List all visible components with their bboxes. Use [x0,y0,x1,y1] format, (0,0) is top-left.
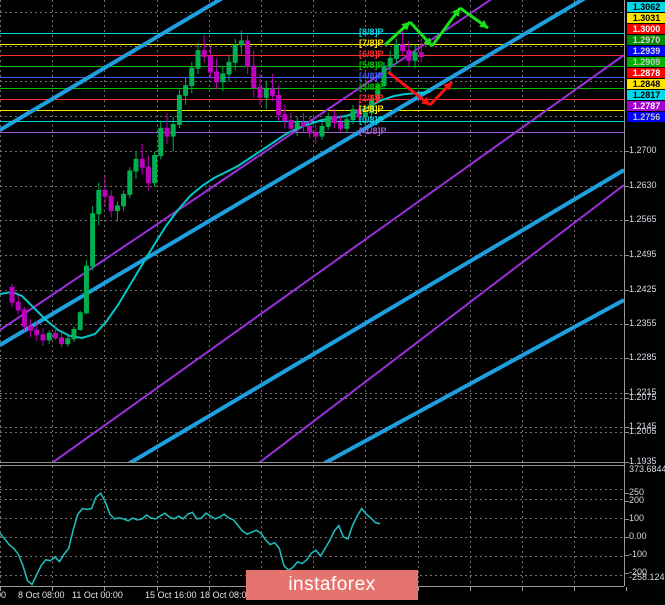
price-tag-1.3000[interactable]: 1.3000 [627,24,665,34]
price-tag-1.2970[interactable]: 1.2970 [627,35,665,45]
price-axis-tick: 1.2005 [629,426,657,436]
price-axis-tick-mark [625,398,629,399]
price-tag-1.2848[interactable]: 1.2848 [627,79,665,89]
murray-label-48P: [4/8]P [359,71,384,81]
price-axis-tick: 1.2285 [629,352,657,362]
pane-divider-top [0,462,624,463]
time-axis-tick-mark [522,587,523,591]
time-axis-tick-mark [209,587,210,591]
cci-axis-tick: 100 [629,513,645,523]
price-axis-tick-mark [625,462,629,463]
price-axis-tick-mark [625,432,629,433]
cci-axis-tick: 0.00 [629,531,647,541]
murray-label-28P: [2/8]P [359,93,384,103]
cci-axis-tick: -258.124 [629,572,665,582]
time-axis-label: 18 Oct 08:00 [200,590,252,600]
price-tag-1.3062[interactable]: 1.3062 [627,2,665,12]
murray-label-58P: [5/8]P [359,60,384,70]
price-axis-tick: 1.2215 [629,387,657,397]
price-axis-tick: 1.2630 [629,180,657,190]
price-axis[interactable]: 1.3062 1.3031 1.3000 1.2970 1.2939 1.2909 1.28… [624,0,665,586]
price-tag-1.3031[interactable]: 1.3031 [627,13,665,23]
time-axis-label: 11 Oct 00:00 [72,590,123,600]
cci-axis-tick: -100 [629,549,648,559]
price-axis-tick: 1.2495 [629,249,657,259]
murray-label-38P: [3/8]P [359,82,384,92]
murray-label-08P: [0/8]P [359,115,384,125]
cci-axis-tick-mark [625,573,629,574]
price-chart-canvas [0,0,624,462]
price-axis-tick-mark [625,151,629,152]
price-chart-pane[interactable] [0,0,624,462]
time-axis-tick-mark [104,587,105,591]
time-axis-tick-mark [574,587,575,591]
price-axis-tick-mark [625,324,629,325]
price-tag-1.2878[interactable]: 1.2878 [627,68,665,78]
cci-axis-tick: 373.6844 [629,464,665,474]
time-axis-tick-mark [52,587,53,591]
price-axis-tick-mark [625,290,629,291]
price-axis-tick-mark [625,220,629,221]
price-axis-tick: 1.2565 [629,214,657,224]
price-axis-tick: 1.2355 [629,318,657,328]
price-axis-tick-mark [625,393,629,394]
cci-axis-tick-mark [625,537,629,538]
murray-label--18P: [-1/8]P [359,126,387,136]
cci-axis-tick-mark [625,519,629,520]
murray-label-18P: [1/8]P [359,104,384,114]
price-axis-tick-mark [625,186,629,187]
price-axis-tick: 1.2075 [629,392,657,402]
price-axis-tick: 1.1935 [629,456,657,466]
time-axis-label: 8 Oct 08:00 [18,590,65,600]
murray-label-68P: [6/8]P [359,49,384,59]
price-axis-tick: 1.2700 [629,145,657,155]
time-axis-tick-mark [470,587,471,591]
price-axis-tick-mark [625,427,629,428]
murray-label-78P: [7/8]P [359,38,384,48]
cci-indicator-pane[interactable] [0,466,624,586]
cci-axis-tick-mark [625,493,629,494]
murray-label-88P: [8/8]P [359,27,384,37]
time-axis-tick-mark [0,587,1,591]
cci-axis-tick: -200 [629,567,648,577]
time-axis-tick-mark [418,587,419,591]
time-axis-tick-mark [626,587,627,591]
price-axis-tick: 1.2425 [629,284,657,294]
watermark-text: instaforex [288,574,376,595]
time-axis-label: 00 [0,590,7,600]
time-axis-tick-mark [157,587,158,591]
cci-axis-tick: 250 [629,487,645,497]
price-tag-1.2939[interactable]: 1.2939 [627,46,665,56]
cci-indicator-canvas [0,466,624,586]
pane-divider-bottom [0,465,624,466]
cci-axis-tick-mark [625,501,629,502]
cci-axis-tick-mark [625,555,629,556]
instaforex-watermark: instaforex [246,570,418,600]
price-axis-tick: 1.2145 [629,421,657,431]
price-tag-1.2787[interactable]: 1.2787 [627,101,665,111]
price-tag-1.2756[interactable]: 1.2756 [627,112,665,122]
time-axis-label: 15 Oct 16:00 [145,590,197,600]
price-axis-tick-mark [625,255,629,256]
price-tag-1.2817[interactable]: 1.2817 [627,90,665,100]
price-axis-tick-mark [625,358,629,359]
price-tag-1.2909[interactable]: 1.2909 [627,57,665,67]
cci-axis-tick: 200 [629,495,645,505]
